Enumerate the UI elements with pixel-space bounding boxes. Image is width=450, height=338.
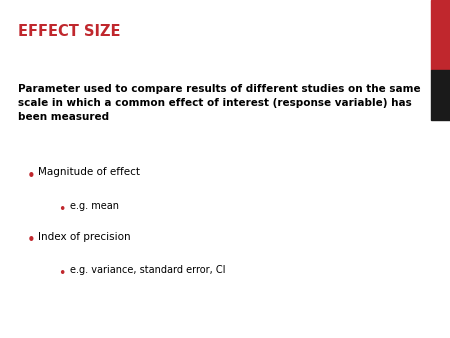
Text: Magnitude of effect: Magnitude of effect xyxy=(38,167,140,177)
Text: e.g. mean: e.g. mean xyxy=(70,201,119,211)
Text: EFFECT SIZE: EFFECT SIZE xyxy=(18,24,121,39)
Text: •: • xyxy=(27,233,36,248)
Text: e.g. variance, standard error, CI: e.g. variance, standard error, CI xyxy=(70,265,225,275)
Text: Parameter used to compare results of different studies on the same
scale in whic: Parameter used to compare results of dif… xyxy=(18,84,421,122)
Text: •: • xyxy=(58,267,66,280)
Text: Index of precision: Index of precision xyxy=(38,232,131,242)
Text: •: • xyxy=(58,203,66,216)
Text: •: • xyxy=(27,169,36,184)
